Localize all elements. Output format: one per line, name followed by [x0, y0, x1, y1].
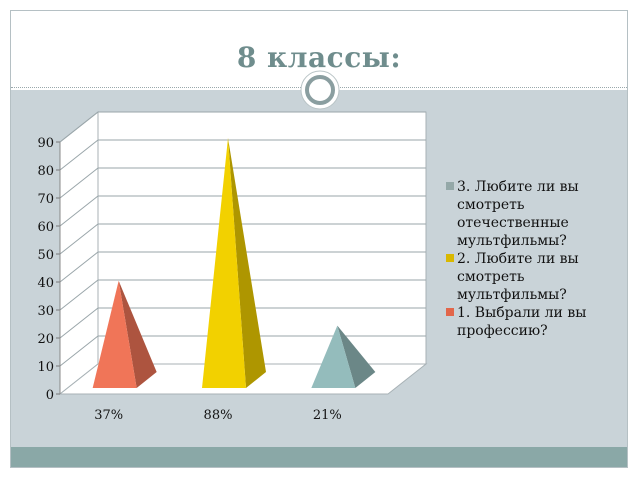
legend-label: 1. Выбрали ли вы профессию?	[457, 305, 587, 339]
chart-marks	[92, 138, 376, 388]
y-tick-label: 70	[37, 192, 54, 207]
y-tick-label: 50	[37, 248, 54, 263]
gridline	[59, 307, 426, 339]
gridline	[59, 335, 426, 367]
pyramid-front	[311, 325, 356, 388]
y-tick-label: 60	[37, 220, 54, 235]
y-tick-label: 30	[37, 304, 54, 319]
gridline	[59, 223, 426, 255]
legend-item: 3. Любите ли вы смотреть отечественные м…	[446, 178, 626, 250]
pyramid-front	[202, 138, 246, 388]
legend-swatch-icon	[446, 254, 454, 262]
chart-legend: 3. Любите ли вы смотреть отечественные м…	[446, 178, 626, 340]
slide-title: 8 классы:	[236, 41, 402, 74]
y-tick-label: 20	[37, 332, 54, 347]
chart-back-wall	[97, 111, 427, 365]
chart-side-wall	[59, 110, 99, 396]
chart-gridlines	[59, 111, 426, 367]
circle-ornament-icon	[300, 70, 340, 110]
pyramid-side	[118, 280, 157, 388]
pyramid-side	[228, 138, 266, 388]
legend-item: 1. Выбрали ли вы профессию?	[446, 304, 626, 340]
gridline	[59, 167, 426, 199]
gridline	[59, 251, 426, 283]
gridline	[59, 195, 426, 227]
legend-swatch-icon	[446, 182, 454, 190]
category-label: 88%	[204, 408, 233, 423]
y-tick-label: 0	[46, 388, 54, 403]
footer-band	[11, 447, 627, 467]
gridline	[59, 111, 426, 143]
y-tick-label: 80	[37, 164, 54, 179]
pyramid-front	[92, 280, 137, 388]
category-label: 37%	[94, 408, 123, 423]
chart-axis	[56, 141, 61, 395]
legend-item: 2. Любите ли вы смотреть мультфильмы?	[446, 250, 626, 304]
legend-label: 3. Любите ли вы смотреть отечественные м…	[457, 179, 579, 249]
y-tick-label: 10	[37, 360, 54, 375]
category-label: 21%	[313, 408, 342, 423]
y-tick-label: 90	[37, 136, 54, 151]
legend-label: 2. Любите ли вы смотреть мультфильмы?	[457, 251, 579, 303]
gridline	[59, 279, 426, 311]
y-tick-label: 40	[37, 276, 54, 291]
pyramid-side	[337, 325, 376, 388]
chart-labels: 0 10 20 30 40 50 60 70 80 90 37% 88% 21%	[37, 136, 341, 423]
gridline	[59, 139, 426, 171]
legend-swatch-icon	[446, 308, 454, 316]
